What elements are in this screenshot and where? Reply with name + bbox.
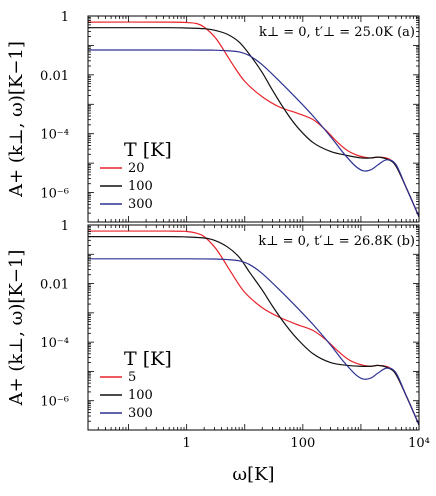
x-tick-label: 10⁴	[408, 436, 430, 451]
x-tick-label: 1	[183, 436, 191, 451]
series-line-100K	[88, 236, 419, 426]
annotation: k⊥ = 0, t′⊥ = 25.0K (a)	[259, 25, 415, 40]
x-axis-label: ω[K]	[232, 464, 274, 485]
series-line-300K	[88, 258, 419, 426]
legend-label: 100	[128, 179, 153, 194]
y-tick-label: 0.01	[40, 278, 69, 293]
annotation: k⊥ = 0, t′⊥ = 26.8K (b)	[258, 234, 415, 249]
y-tick-label: 10⁻⁶	[40, 395, 69, 410]
y-tick-label: 10⁻⁶	[40, 187, 69, 202]
panel-a: 1 0.01 10⁻⁴ 10⁻⁶ k⊥ = 0, t′⊥ = 25.0K (a) T …	[6, 10, 420, 223]
y-tick-label: 10⁻⁴	[40, 128, 69, 143]
x-tick-label: 100	[290, 436, 315, 451]
y-axis-label: A+ (k⊥, ω)[K−1]	[6, 41, 27, 198]
y-tick-label: 0.01	[40, 69, 69, 84]
legend-label: 100	[128, 388, 153, 403]
legend: 20 100 300	[100, 161, 153, 212]
y-tick-label: 1	[61, 219, 69, 234]
y-tick-label: 10⁻⁴	[40, 336, 69, 351]
y-axis-label: A+ (k⊥, ω)[K−1]	[6, 250, 27, 407]
legend: 5 100 300	[100, 370, 153, 421]
plot-frame	[87, 15, 420, 223]
series-line-300K	[88, 49, 419, 218]
panel-b: 1 0.01 10⁻⁴ 10⁻⁶ 1 100 10⁴ k⊥ = 0, t′⊥ = 26.8K…	[6, 219, 430, 451]
legend-label: 20	[128, 161, 145, 176]
legend-label: 300	[128, 197, 153, 212]
legend-label: 300	[128, 406, 153, 421]
legend-label: 5	[128, 370, 136, 385]
series-line-100K	[88, 27, 419, 218]
y-tick-label: 1	[61, 10, 69, 25]
legend-title: T [K]	[124, 139, 172, 161]
plot-frame	[87, 224, 420, 431]
legend-title: T [K]	[124, 348, 172, 370]
